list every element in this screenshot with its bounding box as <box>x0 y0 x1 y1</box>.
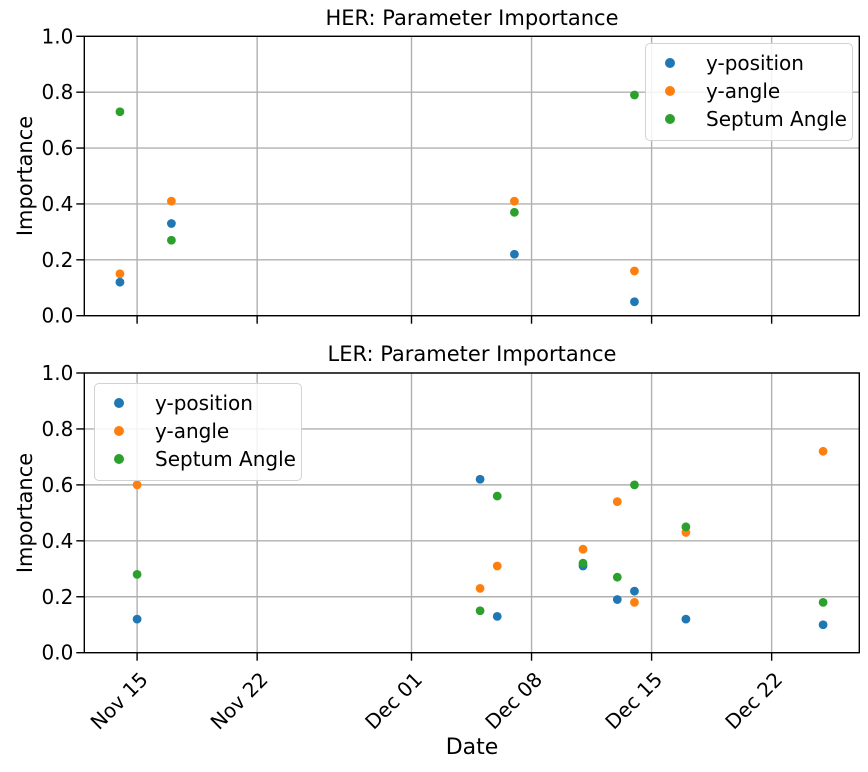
y-tick-label: 1.0 <box>41 24 73 48</box>
y-tick-label: 0.6 <box>41 473 73 497</box>
x-tick-label: Nov 15 <box>86 667 153 734</box>
data-point <box>167 219 176 228</box>
legend-label: y-position <box>706 51 804 75</box>
her-plot-area: 0.0 0.2 0.4 0.6 0.8 1.0 <box>41 24 861 328</box>
data-point <box>681 614 691 624</box>
x-tick-label: Dec 15 <box>600 667 667 734</box>
data-point <box>510 196 519 206</box>
x-tick-label: Dec 08 <box>480 667 547 734</box>
data-point <box>510 249 519 259</box>
ler-chart-title: LER: Parameter Importance <box>327 342 617 366</box>
y-tick-label: 0.6 <box>41 136 73 160</box>
her-chart-title: HER: Parameter Importance <box>325 6 619 30</box>
y-angle-marker-icon <box>114 426 124 436</box>
y-position-marker-icon <box>665 58 675 68</box>
data-point <box>630 90 639 100</box>
y-tick-label: 1.0 <box>41 361 73 385</box>
y-tick-label: 0.0 <box>41 641 73 665</box>
data-point <box>612 497 622 507</box>
data-point <box>630 480 639 490</box>
her-y-axis-label: Importance <box>13 115 37 237</box>
legend-label: Septum Angle <box>155 447 296 471</box>
y-angle-marker-icon <box>665 86 675 96</box>
y-tick-label: 0.8 <box>41 80 73 104</box>
legend-item: y-position <box>95 389 301 417</box>
data-point <box>132 480 142 490</box>
ler-legend: y-position y-angle Septum Angle <box>94 383 302 481</box>
plot-border <box>83 372 861 654</box>
data-point <box>578 544 588 554</box>
data-point <box>492 561 502 571</box>
data-point <box>115 107 125 117</box>
legend-label: y-angle <box>706 79 781 103</box>
y-position-marker-icon <box>114 398 124 408</box>
data-point <box>475 474 485 484</box>
data-point <box>612 572 622 582</box>
legend-item: y-angle <box>646 77 852 105</box>
ler-y-axis-label: Importance <box>13 452 37 574</box>
data-point <box>818 620 828 630</box>
legend-item: Septum Angle <box>95 445 301 473</box>
y-tick-label: 0.2 <box>41 248 73 272</box>
x-axis-label: Date <box>445 735 499 760</box>
y-tick-label: 0.4 <box>41 529 73 553</box>
data-point <box>630 597 639 607</box>
data-point <box>630 297 639 307</box>
legend-label: Septum Angle <box>706 107 847 131</box>
data-point <box>818 597 828 607</box>
septum-angle-marker-icon <box>114 454 124 464</box>
y-tick-label: 0.4 <box>41 192 73 216</box>
data-point <box>132 614 142 624</box>
data-point <box>475 583 485 593</box>
plot-border <box>83 35 861 317</box>
legend-label: y-angle <box>155 419 230 443</box>
data-point <box>115 277 125 287</box>
x-tick-label: Dec 22 <box>720 667 787 734</box>
legend-item: y-position <box>646 49 852 77</box>
data-point <box>132 569 142 579</box>
data-point <box>167 196 176 206</box>
data-point <box>612 595 622 604</box>
her-series-Septum Angle <box>115 90 639 245</box>
data-point <box>818 446 828 456</box>
legend-item: Septum Angle <box>646 105 852 133</box>
data-point <box>578 558 588 568</box>
legend-label: y-position <box>155 391 253 415</box>
data-point <box>167 235 176 245</box>
y-tick-label: 0.2 <box>41 585 73 609</box>
her-series-y-angle <box>115 196 639 279</box>
data-point <box>681 522 691 532</box>
ler-series-y-position <box>132 474 828 630</box>
data-point <box>115 269 125 279</box>
septum-angle-marker-icon <box>665 114 675 124</box>
data-point <box>630 266 639 276</box>
her-series-y-position <box>115 219 639 307</box>
ler-series-Septum Angle <box>132 480 828 616</box>
y-tick-label: 0.0 <box>41 304 73 328</box>
x-tick-label: Nov 22 <box>206 667 273 734</box>
x-tick-label: Dec 01 <box>360 667 427 734</box>
data-point <box>510 207 519 217</box>
y-tick-label: 0.8 <box>41 417 73 441</box>
legend-item: y-angle <box>95 417 301 445</box>
data-point <box>630 586 639 596</box>
data-point <box>475 606 485 616</box>
data-point <box>492 611 502 621</box>
data-point <box>492 491 502 501</box>
her-legend: y-position y-angle Septum Angle <box>645 43 853 141</box>
